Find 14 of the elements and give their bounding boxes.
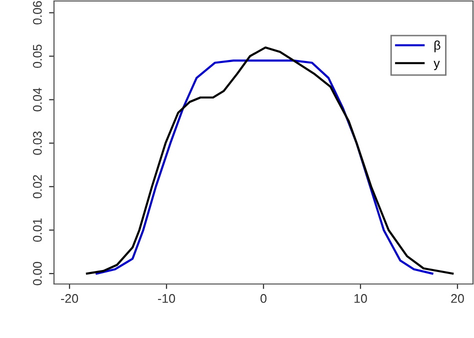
y-tick-label: 0.02 (32, 175, 42, 198)
legend-label: β (434, 40, 440, 52)
y-tick-label: 0.06 (32, 1, 42, 24)
y-tick-label: 0.00 (32, 262, 42, 286)
x-tick-label: 10 (354, 294, 367, 303)
y-tick-label: 0.04 (32, 88, 42, 112)
x-tick-label: -20 (61, 294, 78, 303)
y-tick-label: 0.03 (32, 132, 42, 155)
x-tick-label: -10 (158, 294, 176, 303)
y-tick-label: 0.01 (32, 218, 42, 242)
x-tick-label: 20 (451, 294, 464, 303)
y-tick-label: 0.05 (32, 44, 42, 68)
legend-label: y (434, 60, 440, 70)
x-tick-label: 0 (260, 294, 266, 303)
